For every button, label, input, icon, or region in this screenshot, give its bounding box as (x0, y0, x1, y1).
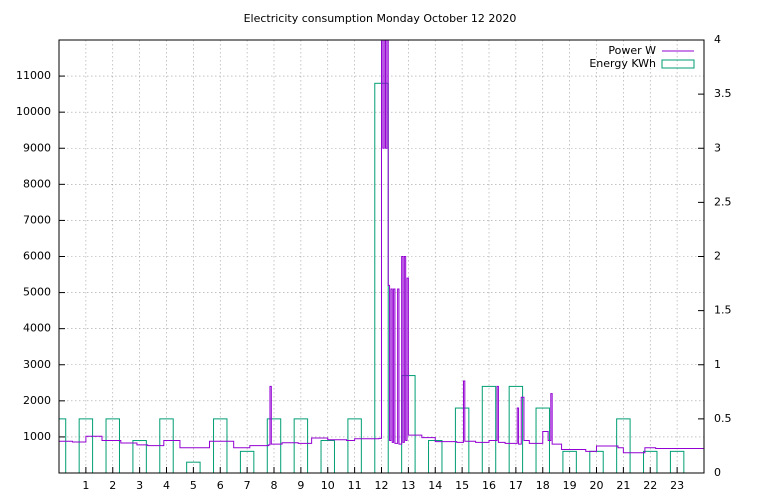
y-tick-label: 6000 (23, 250, 51, 263)
y-tick-label: 5000 (23, 286, 51, 299)
y-tick-label: 1000 (23, 430, 51, 443)
x-tick-label: 23 (670, 479, 684, 492)
y-tick-label: 3000 (23, 358, 51, 371)
x-tick-label: 1 (82, 479, 89, 492)
x-tick-label: 11 (348, 479, 362, 492)
x-tick-label: 10 (321, 479, 335, 492)
y2-tick-label: 3.5 (714, 87, 732, 100)
energy-box (239, 450, 255, 473)
x-tick-label: 12 (375, 479, 389, 492)
energy-box (213, 418, 228, 473)
energy-box (347, 418, 362, 473)
legend-swatch (661, 59, 695, 69)
x-tick-label: 14 (428, 479, 442, 492)
legend-label: Energy KWh (589, 57, 656, 70)
y-tick-label: 10000 (16, 105, 51, 118)
energy-box (293, 418, 309, 473)
y-tick-label: 2000 (23, 394, 51, 407)
energy-box (669, 450, 685, 473)
plot-area (59, 40, 704, 473)
y2-tick-label: 0 (714, 466, 721, 479)
y2-tick-label: 3 (714, 141, 721, 154)
x-tick-label: 17 (509, 479, 523, 492)
x-tick-label: 5 (190, 479, 197, 492)
y2-tick-label: 1.5 (714, 304, 732, 317)
y2-tick-label: 2.5 (714, 195, 732, 208)
y-tick-label: 9000 (23, 141, 51, 154)
grid (59, 40, 704, 473)
chart-title: Electricity consumption Monday October 1… (244, 12, 517, 25)
energy-box (562, 450, 577, 473)
x-tick-label: 15 (455, 479, 469, 492)
y-tick-label: 8000 (23, 177, 51, 190)
x-tick-label: 19 (563, 479, 577, 492)
x-tick-label: 8 (271, 479, 278, 492)
legend-label: Power W (608, 44, 656, 57)
y2-tick-label: 1 (714, 358, 721, 371)
y-tick-label: 11000 (16, 69, 51, 82)
x-tick-label: 16 (482, 479, 496, 492)
energy-box (643, 450, 658, 473)
energy-box (78, 418, 94, 473)
x-tick-label: 13 (401, 479, 415, 492)
x-tick-label: 22 (643, 479, 657, 492)
x-tick-label: 9 (297, 479, 304, 492)
x-tick-label: 21 (616, 479, 630, 492)
x-tick-label: 7 (244, 479, 251, 492)
energy-box (105, 418, 120, 473)
x-tick-label: 4 (163, 479, 170, 492)
x-tick-label: 18 (536, 479, 550, 492)
y-tick-label: 7000 (23, 213, 51, 226)
y2-tick-label: 0.5 (714, 412, 732, 425)
power-line (59, 40, 704, 454)
x-tick-label: 2 (109, 479, 116, 492)
x-tick-label: 3 (136, 479, 143, 492)
y2-tick-label: 2 (714, 250, 721, 263)
x-tick-label: 6 (217, 479, 224, 492)
energy-box (59, 418, 67, 473)
y2-tick-label: 4 (714, 33, 721, 46)
x-tick-label: 20 (590, 479, 604, 492)
y-tick-label: 4000 (23, 322, 51, 335)
